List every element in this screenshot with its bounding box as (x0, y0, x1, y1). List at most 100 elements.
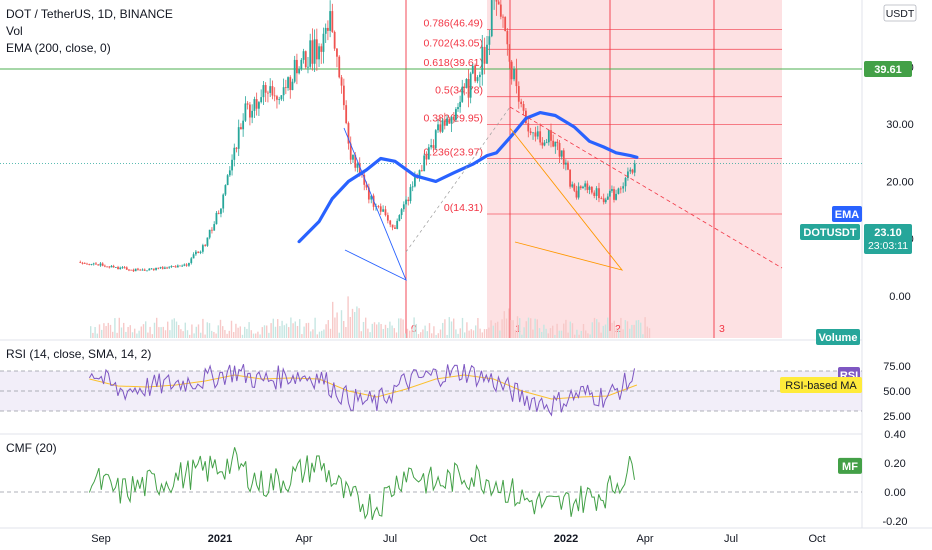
volume-bar (598, 322, 600, 338)
candle-body (520, 101, 523, 105)
volume-bar (197, 324, 200, 338)
candle-body (450, 116, 453, 124)
volume-bar (266, 325, 268, 338)
candle-body (613, 189, 615, 200)
candle-body (83, 263, 86, 264)
candle-body (391, 224, 394, 228)
volume-bar (263, 325, 266, 338)
volume-bar (384, 324, 387, 338)
ema-200-line (297, 111, 639, 244)
candle-body (413, 177, 416, 187)
volume-bar (596, 319, 598, 338)
candle-body (260, 97, 263, 103)
ema-legend: EMA (200, close, 0) (6, 41, 111, 55)
candle-body (204, 245, 207, 246)
candle-body (502, 16, 504, 18)
candle-body (121, 267, 124, 269)
candle-body (457, 107, 459, 110)
volume-bar (442, 322, 444, 338)
candle-body (363, 174, 366, 185)
volume-bar (398, 318, 400, 338)
candle-body (284, 87, 287, 89)
candle-body (172, 266, 175, 267)
candle-body (95, 263, 97, 265)
volume-bar (191, 324, 193, 338)
volume-bar (101, 329, 103, 338)
volume-bar (565, 319, 567, 338)
volume-bar (624, 320, 626, 338)
candle-body (195, 251, 197, 255)
volume-bar (490, 320, 492, 338)
volume-bar (156, 317, 158, 338)
candle-body (575, 190, 578, 198)
volume-bar (189, 334, 191, 338)
candle-body (206, 237, 209, 246)
volume-bar (340, 310, 343, 338)
volume-bar (164, 330, 167, 338)
candle-body (356, 163, 359, 168)
time-axis-label: 2021 (208, 533, 232, 545)
volume-bar (461, 317, 464, 338)
volume-bar (358, 308, 360, 338)
candle-body (463, 86, 466, 88)
candle-body (600, 198, 603, 199)
volume-bar (631, 324, 633, 338)
volume-bar (120, 327, 123, 338)
candle-body (584, 183, 587, 187)
volume-bar (140, 326, 142, 338)
volume-bar (541, 331, 543, 338)
candle-body (338, 56, 341, 78)
candle-body (92, 263, 95, 265)
candle-body (386, 215, 389, 221)
volume-bar (257, 331, 259, 338)
candle-body (558, 142, 561, 157)
candle-body (430, 145, 433, 148)
volume-bar (494, 322, 497, 338)
cmf-legend: CMF (20) (6, 441, 57, 455)
candle-body (130, 269, 133, 271)
volume-bar (497, 321, 499, 338)
candle-body (562, 150, 565, 165)
price-tick-label: 30.00 (886, 119, 914, 131)
candle-body (606, 196, 609, 200)
candle-body (103, 265, 106, 267)
time-axis-label: Oct (469, 533, 486, 545)
volume-bar (332, 301, 334, 338)
candle-body (307, 66, 309, 68)
badge-volume-box (816, 329, 860, 345)
volume-bar (613, 320, 615, 338)
volume-bar (318, 331, 321, 338)
volume-bar (378, 322, 380, 338)
candle-body (280, 95, 283, 100)
volume-bar (237, 327, 239, 338)
volume-bar (134, 328, 136, 338)
volume-bar (587, 333, 589, 338)
volume-bar (466, 322, 468, 338)
volume-bar (107, 322, 109, 338)
volume-bar (145, 321, 147, 338)
volume-bar (437, 333, 439, 338)
volume-bar (184, 322, 186, 338)
candle-body (534, 132, 537, 137)
candle-body (253, 99, 256, 111)
volume-bar (448, 317, 450, 338)
volume-bar (321, 330, 323, 338)
candle-body (155, 267, 157, 270)
candle-body (117, 267, 119, 270)
candle-body (467, 79, 470, 98)
volume-bar (567, 332, 569, 338)
volume-bar (431, 333, 433, 338)
candle-body (423, 155, 426, 172)
volume-bar (147, 332, 149, 338)
candle-body (478, 74, 481, 78)
volume-bar (371, 323, 373, 338)
volume-bar (365, 317, 367, 338)
fib-cycle-label: 2 (615, 323, 621, 335)
volume-bar (571, 323, 574, 338)
volume-bar (301, 334, 303, 338)
candle-body (242, 120, 245, 130)
candle-body (208, 229, 211, 238)
candle-body (159, 267, 162, 269)
candle-body (215, 212, 218, 225)
